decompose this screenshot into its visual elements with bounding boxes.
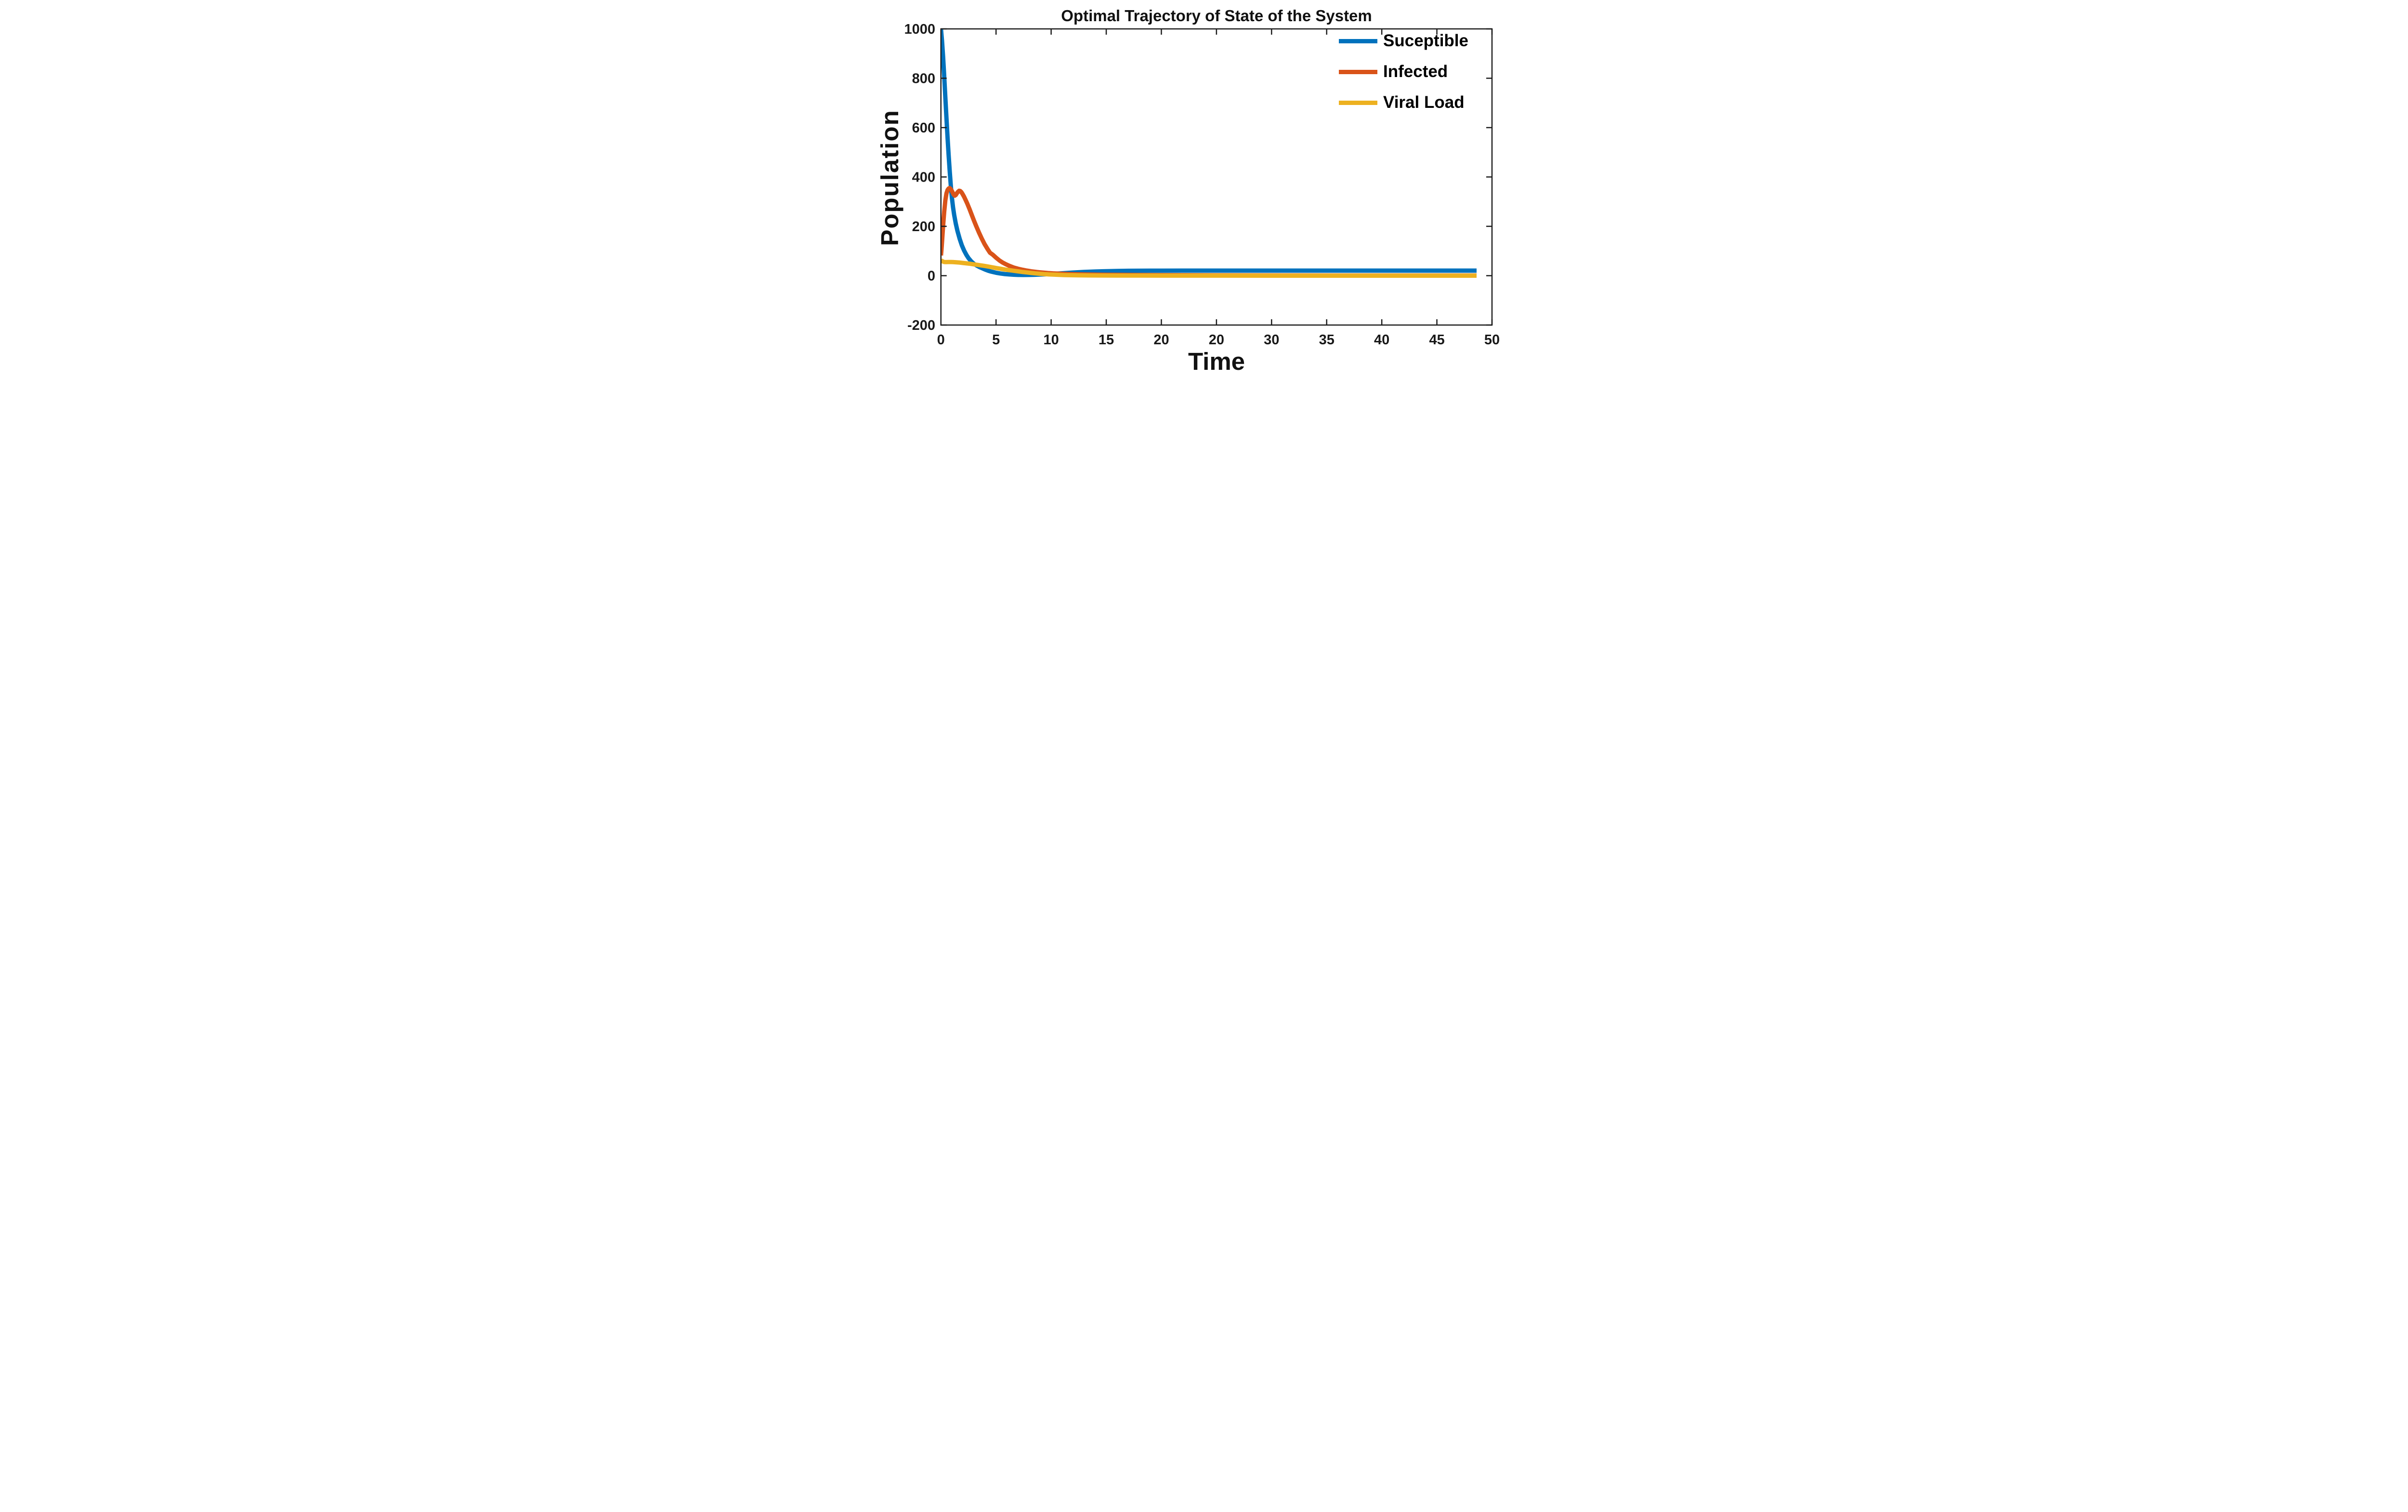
x-tick-label: 20: [1209, 332, 1224, 348]
y-axis-label: Population: [876, 109, 903, 246]
series-group: [941, 29, 1477, 278]
x-tick-label: 5: [992, 332, 1000, 348]
y-tick-label: 0: [928, 269, 935, 284]
tick-marks: [940, 28, 1493, 326]
x-axis-label: Time: [1188, 348, 1245, 375]
x-tick-label: 15: [1099, 332, 1114, 348]
legend-label-suceptible: Suceptible: [1383, 31, 1468, 50]
y-tick-label: 600: [912, 120, 935, 136]
x-tick-label: 35: [1319, 332, 1335, 348]
legend-entry-infected: Infected: [1339, 63, 1468, 81]
x-tick-label: 45: [1429, 332, 1444, 348]
x-tick-label: 10: [1043, 332, 1059, 348]
legend-swatch-suceptible: [1339, 39, 1377, 43]
series-line-viral-load: [941, 258, 1477, 278]
legend-swatch-infected: [1339, 69, 1377, 74]
legend-label-infected: Infected: [1383, 62, 1448, 81]
y-tick-label: 200: [912, 219, 935, 235]
legend-swatch-viral-load: [1339, 100, 1377, 105]
chart-title: Optimal Trajectory of State of the Syste…: [1061, 7, 1372, 25]
plot-area: 0 5 10 15 20 20 30 35 40 45 50-2000200400600800100…: [904, 22, 1500, 348]
y-tick-label: 400: [912, 170, 935, 185]
y-tick-label: -200: [907, 318, 935, 333]
y-tick-label: 800: [912, 71, 935, 87]
figure: 0 5 10 15 20 20 30 35 40 45 50 -200 0 200 400 600 800 100…: [849, 0, 1559, 378]
series-line-infected: [941, 186, 1477, 278]
x-tick-label: 50: [1484, 332, 1500, 348]
legend-entry-suceptible: Suceptible: [1339, 32, 1468, 50]
legend: Suceptible Infected Viral Load: [1339, 32, 1468, 112]
x-tick-label: 30: [1264, 332, 1279, 348]
x-tick-label: 40: [1374, 332, 1389, 348]
legend-entry-viral-load: Viral Load: [1339, 93, 1468, 112]
x-tick-labels: 0 5 10 15 20 20 30 35 40 45 50: [937, 332, 1500, 348]
y-tick-labels: -200 0 200 400 600 800 1000: [904, 22, 935, 333]
x-tick-label: 20: [1153, 332, 1169, 348]
legend-label-viral-load: Viral Load: [1383, 93, 1465, 112]
y-tick-label: 1000: [904, 22, 935, 37]
x-tick-label: 0: [937, 332, 945, 348]
